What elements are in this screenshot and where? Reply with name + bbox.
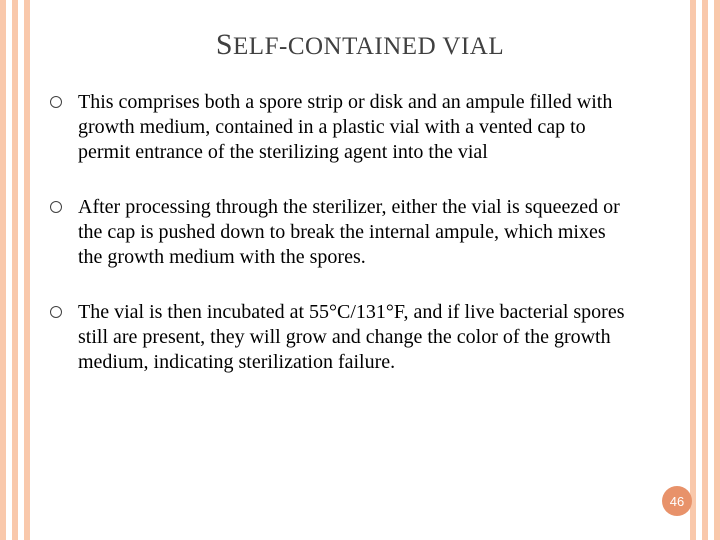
slide-title: SELF-CONTAINED VIAL	[0, 28, 720, 62]
bullet-circle-icon	[50, 96, 62, 108]
stripe	[24, 0, 30, 540]
title-word2: CONTAINED VIAL	[288, 33, 504, 60]
stripe	[714, 0, 720, 540]
bullet-text: After processing through the sterilizer,…	[78, 195, 625, 270]
bullet-item: The vial is then incubated at 55°C/131°F…	[50, 300, 625, 375]
page-number-badge: 46	[662, 486, 692, 516]
page-number: 46	[670, 494, 684, 509]
bullet-circle-icon	[50, 201, 62, 213]
title-hyphen: -	[279, 33, 288, 60]
bullet-circle-icon	[50, 306, 62, 318]
bullet-text: The vial is then incubated at 55°C/131°F…	[78, 300, 625, 375]
bullet-text: This comprises both a spore strip or dis…	[78, 90, 625, 165]
content-area: This comprises both a spore strip or dis…	[50, 90, 625, 405]
title-word1-rest: ELF	[233, 33, 279, 60]
bullet-item: This comprises both a spore strip or dis…	[50, 90, 625, 165]
bullet-item: After processing through the sterilizer,…	[50, 195, 625, 270]
title-first-letter: S	[216, 28, 233, 61]
